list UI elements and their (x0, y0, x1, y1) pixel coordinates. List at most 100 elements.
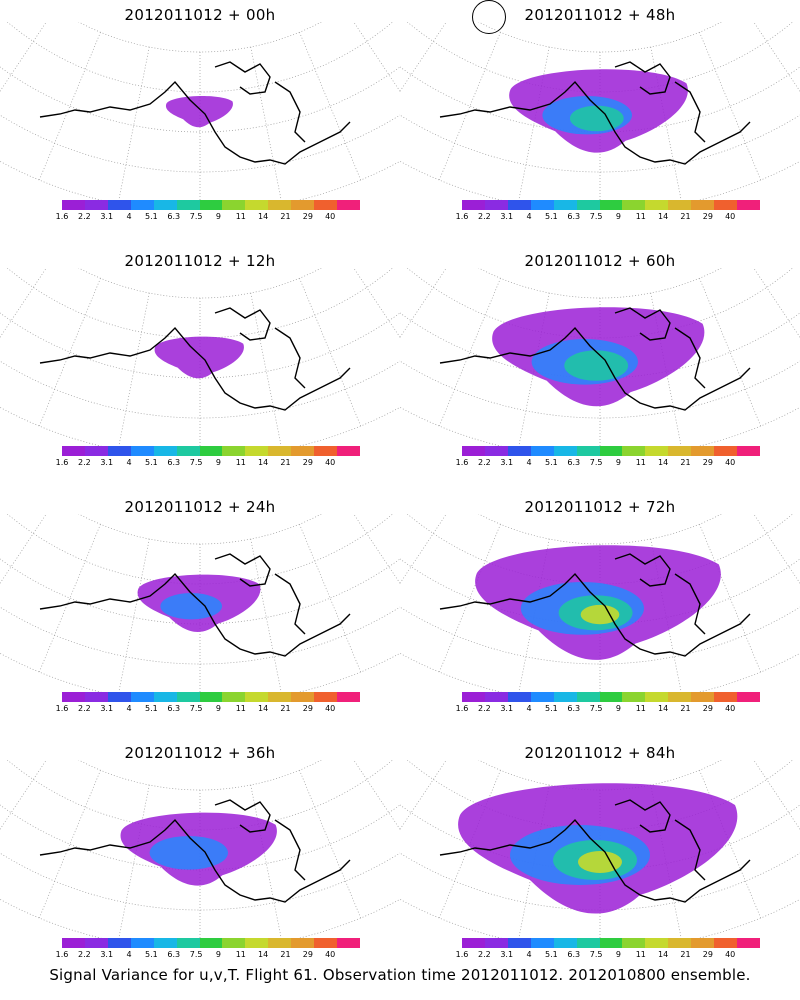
colorbar-label: 1.6 (455, 212, 469, 221)
colorbar-segment (268, 938, 292, 948)
colorbar-label: 4 (126, 212, 132, 221)
colorbar-label: 2.2 (77, 950, 91, 959)
colorbar-segment (645, 446, 669, 456)
colorbar-segment (691, 200, 715, 210)
colorbar-label: 6.3 (167, 458, 181, 467)
colorbar-label: 21 (680, 212, 691, 221)
colorbar-label: 7.5 (589, 950, 603, 959)
coastline (39, 307, 351, 411)
panel-title: 2012011012 + 12h (124, 252, 276, 270)
colorbar-label: 4 (526, 704, 532, 713)
coastline (439, 61, 751, 165)
colorbar-label: 11 (235, 212, 246, 221)
colorbar-segment (668, 938, 692, 948)
colorbar-labels: 1.6 2.2 3.1 4 5.1 6.3 7.5 9 11 14 21 29 40 (55, 951, 375, 961)
colorbar-label: 2.2 (477, 950, 491, 959)
colorbar-segment (314, 938, 338, 948)
colorbar-label: 6.3 (167, 212, 181, 221)
panel-title: 2012011012 + 00h (124, 6, 276, 24)
colorbar-segment (553, 200, 577, 210)
colorbar-label: 1.6 (455, 704, 469, 713)
colorbar-segment (645, 692, 669, 702)
colorbar-label: 2.2 (477, 458, 491, 467)
colorbar-segment (245, 938, 269, 948)
colorbar-segment (714, 446, 738, 456)
colorbar-label: 7.5 (589, 704, 603, 713)
colorbar-segment (314, 692, 338, 702)
colorbar-segment (62, 200, 85, 210)
colorbar-label: 9 (615, 704, 621, 713)
graticule (400, 268, 800, 453)
colorbar-label: 21 (280, 458, 291, 467)
colorbar-segment (107, 446, 131, 456)
colorbar (62, 938, 360, 948)
colorbar-segment (622, 200, 646, 210)
colorbar-labels: 1.6 2.2 3.1 4 5.1 6.3 7.5 9 11 14 21 29 40 (455, 459, 775, 469)
colorbar-label: 5.1 (145, 704, 158, 713)
colorbar-label: 3.1 (100, 704, 114, 713)
coastline (39, 61, 351, 165)
colorbar-label: 11 (235, 950, 246, 959)
colorbar-segment (291, 692, 315, 702)
coastline (439, 553, 751, 657)
panel-title: 2012011012 + 48h (524, 6, 676, 24)
colorbar-segment (737, 692, 760, 702)
colorbar-segment (714, 938, 738, 948)
colorbar-label: 2.2 (77, 212, 91, 221)
colorbar-label: 4 (526, 458, 532, 467)
colorbar-label: 29 (302, 458, 313, 467)
colorbar-segment (507, 200, 531, 210)
colorbar-label: 3.1 (100, 212, 114, 221)
colorbar-segment (337, 446, 360, 456)
colorbar-label: 5.1 (545, 704, 558, 713)
colorbar-segment (153, 938, 177, 948)
colorbar-label: 9 (215, 950, 221, 959)
coastline (439, 799, 751, 903)
colorbar-label: 6.3 (567, 950, 581, 959)
colorbar-label: 29 (302, 950, 313, 959)
colorbar-segment (62, 938, 85, 948)
colorbar-labels: 1.6 2.2 3.1 4 5.1 6.3 7.5 9 11 14 21 29 40 (55, 459, 375, 469)
colorbar-segment (691, 446, 715, 456)
colorbar-segment (130, 692, 154, 702)
colorbar-segment (668, 446, 692, 456)
colorbar-label: 21 (680, 950, 691, 959)
forecast-panel: 2012011012 + 48h 1.6 2.2 3.1 4 5.1 6.3 7.5 9 11 14… (400, 0, 800, 245)
colorbar-segment (153, 692, 177, 702)
colorbar-segment (714, 692, 738, 702)
polar-map (0, 268, 400, 453)
colorbar-segment (576, 200, 600, 210)
colorbar-segment (691, 938, 715, 948)
coastline (439, 307, 751, 411)
polar-map (400, 514, 800, 699)
colorbar-label: 2.2 (77, 458, 91, 467)
colorbar-label: 7.5 (189, 704, 203, 713)
polar-map (0, 760, 400, 945)
colorbar-segment (507, 692, 531, 702)
forecast-panel: 2012011012 + 00h 1.6 2.2 3.1 4 5.1 6.3 7.5 9 11 14… (0, 0, 400, 245)
colorbar-label: 11 (635, 704, 646, 713)
polar-map (400, 760, 800, 945)
variance-field (475, 545, 721, 660)
colorbar-label: 5.1 (145, 458, 158, 467)
colorbar-segment (314, 200, 338, 210)
coastline (39, 799, 351, 903)
colorbar-segment (268, 200, 292, 210)
graticule (0, 22, 400, 207)
colorbar-label: 5.1 (145, 212, 158, 221)
colorbar-segment (153, 200, 177, 210)
colorbar-segment (691, 692, 715, 702)
forecast-panel: 2012011012 + 72h 1.6 2.2 3.1 4 5.1 6.3 7.5 9 11 14… (400, 492, 800, 737)
colorbar-segment (130, 938, 154, 948)
polar-map (0, 514, 400, 699)
colorbar (462, 446, 760, 456)
colorbar-segment (291, 938, 315, 948)
colorbar-segment (530, 938, 554, 948)
colorbar-segment (62, 692, 85, 702)
forecast-panel: 2012011012 + 36h 1.6 2.2 3.1 4 5.1 6.3 7.5 9 11 14… (0, 738, 400, 983)
colorbar-label: 9 (615, 212, 621, 221)
colorbar-segment (553, 446, 577, 456)
colorbar-segment (599, 446, 623, 456)
colorbar-label: 1.6 (55, 950, 69, 959)
colorbar-label: 14 (258, 458, 269, 467)
